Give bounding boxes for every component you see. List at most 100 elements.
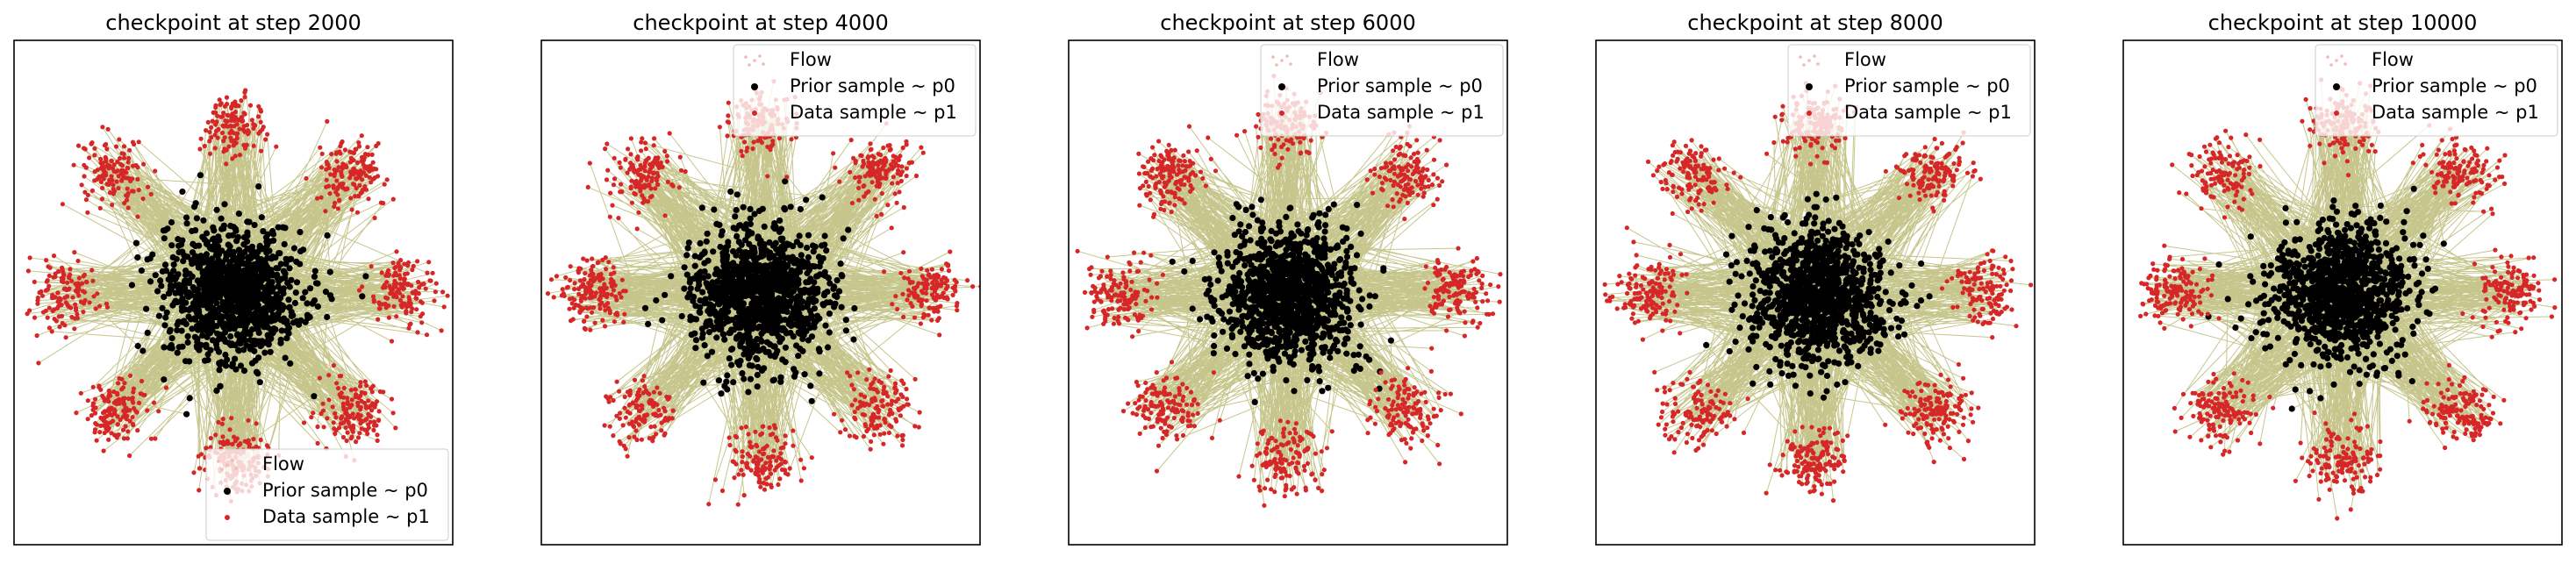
data-point xyxy=(900,432,905,438)
data-point xyxy=(869,415,874,420)
data-point xyxy=(240,127,246,132)
prior-point xyxy=(182,271,190,279)
data-point xyxy=(75,289,81,296)
data-point xyxy=(582,325,587,331)
data-point xyxy=(891,175,897,180)
prior-point xyxy=(821,232,828,239)
data-point xyxy=(890,302,895,307)
prior-point xyxy=(751,268,758,275)
data-point xyxy=(230,101,235,106)
data-point xyxy=(423,286,428,291)
prior-point xyxy=(724,372,731,379)
data-point xyxy=(367,164,372,169)
data-point xyxy=(860,411,865,417)
prior-point xyxy=(240,261,248,268)
data-point xyxy=(340,434,347,440)
data-point xyxy=(125,429,131,434)
prior-point xyxy=(235,211,242,218)
data-point xyxy=(405,260,411,265)
prior-point xyxy=(705,284,712,291)
prior-point xyxy=(820,271,827,279)
data-point xyxy=(387,283,392,289)
prior-point xyxy=(727,188,734,196)
data-point xyxy=(249,118,254,123)
data-point xyxy=(945,296,950,302)
data-point xyxy=(47,325,53,331)
prior-point xyxy=(775,333,783,340)
data-point xyxy=(370,294,376,299)
data-point xyxy=(337,182,342,187)
data-point xyxy=(254,421,259,426)
data-point xyxy=(359,418,364,424)
data-point xyxy=(397,297,403,303)
data-point xyxy=(859,392,864,397)
prior-point xyxy=(179,248,186,255)
data-point xyxy=(354,160,361,166)
data-point xyxy=(919,145,924,150)
data-point xyxy=(630,162,635,168)
prior-point xyxy=(174,349,181,356)
data-point xyxy=(393,425,398,431)
data-point xyxy=(941,290,946,296)
prior-point xyxy=(241,278,248,285)
data-point xyxy=(411,263,416,268)
data-point xyxy=(746,432,751,437)
data-point xyxy=(618,189,623,195)
prior-point xyxy=(280,289,287,297)
data-point xyxy=(901,403,906,409)
data-point xyxy=(895,181,900,186)
data-point xyxy=(359,133,364,139)
prior-point xyxy=(1324,305,1331,312)
data-point xyxy=(315,196,320,201)
data-point xyxy=(419,320,425,325)
prior-point xyxy=(269,311,276,318)
data-point xyxy=(856,179,862,184)
data-point xyxy=(597,296,602,302)
prior-point xyxy=(314,280,321,287)
data-point xyxy=(372,404,377,410)
data-point xyxy=(120,427,126,432)
prior-point xyxy=(803,196,810,203)
data-point xyxy=(618,441,623,446)
data-point xyxy=(769,143,774,149)
data-point xyxy=(943,286,948,291)
data-point xyxy=(756,459,762,464)
data-point xyxy=(740,449,745,454)
data-point xyxy=(350,429,355,434)
data-point xyxy=(402,271,408,277)
data-point xyxy=(639,403,644,408)
data-point xyxy=(439,328,444,333)
data-point xyxy=(614,297,619,303)
prior-point xyxy=(772,268,780,275)
data-point xyxy=(604,267,609,272)
data-point xyxy=(617,290,622,296)
prior-point xyxy=(268,288,275,295)
prior-point xyxy=(190,284,197,291)
prior-point xyxy=(172,289,179,296)
data-point xyxy=(348,172,354,177)
data-point xyxy=(47,273,52,278)
flow-trajectories xyxy=(1077,75,1501,506)
data-point xyxy=(39,289,44,294)
prior-point xyxy=(729,281,736,288)
prior-point xyxy=(839,273,846,280)
data-point xyxy=(769,482,774,488)
data-point xyxy=(649,175,655,181)
data-point xyxy=(578,298,583,303)
data-point xyxy=(919,302,924,307)
data-point xyxy=(104,304,111,310)
data-point xyxy=(425,270,430,275)
data-point xyxy=(97,383,102,389)
prior-point xyxy=(248,343,255,350)
data-point xyxy=(655,163,661,168)
data-point xyxy=(81,310,86,315)
data-point xyxy=(896,408,902,413)
data-point xyxy=(866,189,871,194)
prior-point xyxy=(795,258,802,265)
data-point xyxy=(639,437,645,442)
data-point xyxy=(80,281,85,286)
prior-point xyxy=(185,280,192,287)
prior-point xyxy=(1366,292,1373,299)
data-point xyxy=(258,129,263,134)
